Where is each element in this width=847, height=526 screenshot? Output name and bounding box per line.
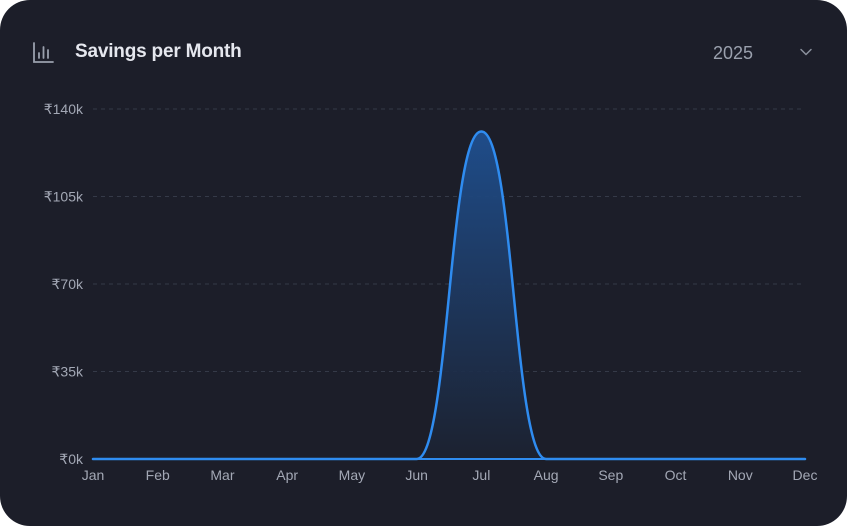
x-tick-label: Feb xyxy=(146,467,170,483)
x-tick-label: May xyxy=(339,467,365,483)
x-tick-label: Jul xyxy=(472,467,490,483)
series-savings xyxy=(91,130,807,461)
x-tick-label: Mar xyxy=(210,467,234,483)
x-tick-label: Apr xyxy=(276,467,298,483)
x-tick-label: Oct xyxy=(665,467,687,483)
year-select-value: 2025 xyxy=(713,43,754,63)
x-tick-label: Nov xyxy=(728,467,753,483)
bar-chart-icon xyxy=(33,42,54,63)
y-tick-label: ₹35k xyxy=(52,364,84,380)
chevron-down-icon xyxy=(800,48,812,56)
y-tick-label: ₹140k xyxy=(44,101,84,117)
y-tick-label: ₹105k xyxy=(44,189,84,205)
y-axis-ticks: ₹0k ₹35k ₹70k ₹105k ₹140k xyxy=(44,101,84,467)
x-tick-label: Sep xyxy=(598,467,623,483)
x-tick-label: Aug xyxy=(534,467,559,483)
y-tick-label: ₹0k xyxy=(59,451,84,467)
year-select[interactable]: 2025 xyxy=(707,36,817,70)
x-tick-label: Jan xyxy=(82,467,105,483)
y-tick-label: ₹70k xyxy=(52,276,84,292)
card-header: Savings per Month 2025 xyxy=(30,36,817,70)
card-title: Savings per Month xyxy=(75,41,242,62)
x-tick-label: Jun xyxy=(405,467,428,483)
x-tick-label: Dec xyxy=(793,467,818,483)
x-axis-ticks: Jan Feb Mar Apr May Jun Jul Aug Sep Oct Nov Dec xyxy=(82,467,818,483)
